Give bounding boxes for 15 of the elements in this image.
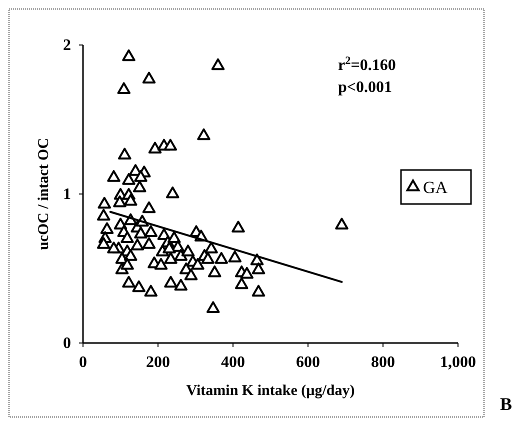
annotation: p<0.001 [338,79,392,96]
text: B [500,394,512,414]
y-tick-label: 1 [63,186,71,203]
x-axis-title: Vitamin K intake (µg/day) [186,383,355,399]
y-tick-label: 0 [63,335,71,352]
x-tick-label: 0 [79,354,87,371]
y-tick-label: 2 [63,37,71,54]
x-tick-label: 400 [221,354,245,371]
y-axis-title: ucOC / intact OC [36,138,52,250]
x-tick-label: 200 [146,354,170,371]
x-tick-label: 600 [296,354,320,371]
legend-label: GA [423,178,448,197]
x-tick-label: 1,000 [440,354,476,371]
x-tick-label: 800 [371,354,395,371]
annotation: r$^{2}$=0.160 [338,55,396,74]
